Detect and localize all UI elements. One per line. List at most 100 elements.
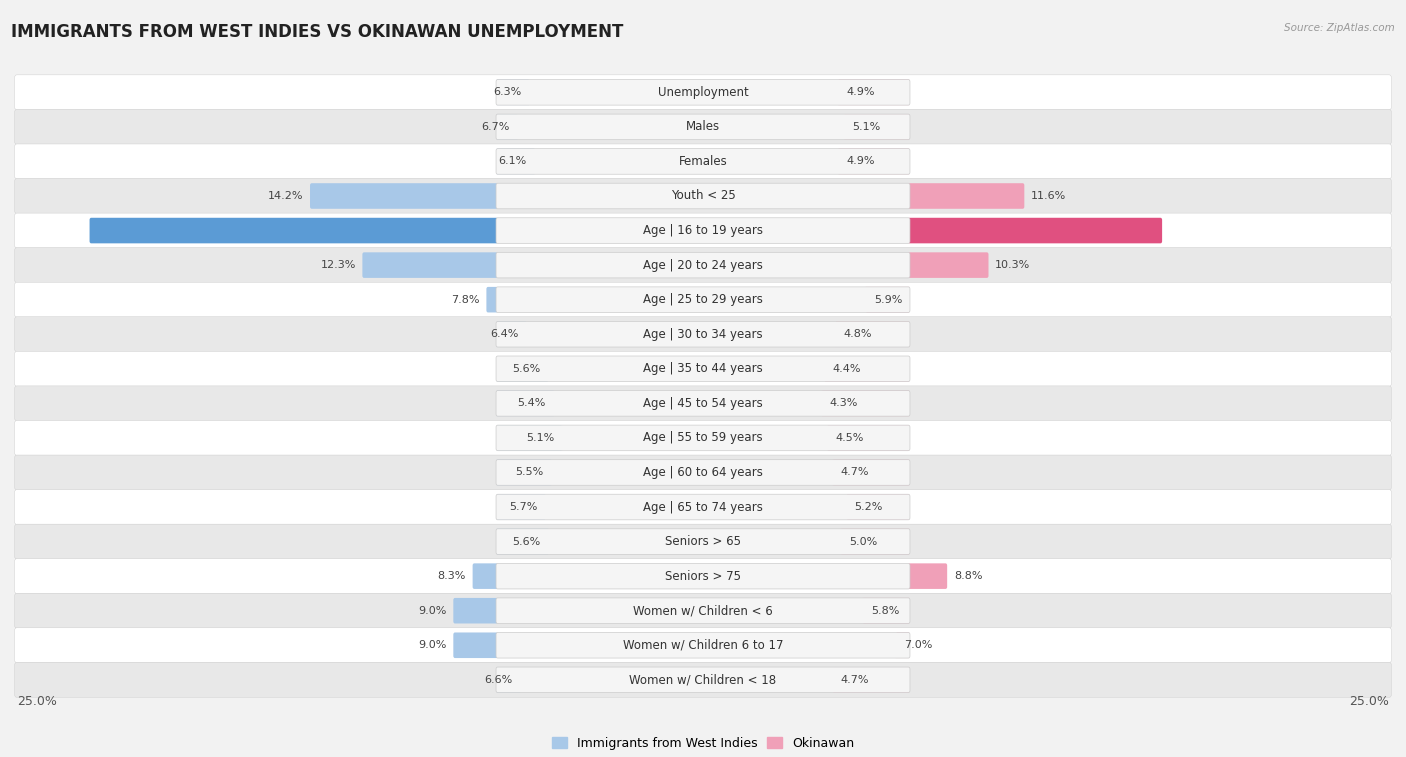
- FancyBboxPatch shape: [841, 529, 910, 554]
- Text: 5.0%: 5.0%: [849, 537, 877, 547]
- Text: Age | 16 to 19 years: Age | 16 to 19 years: [643, 224, 763, 237]
- Text: 7.8%: 7.8%: [451, 294, 479, 304]
- FancyBboxPatch shape: [496, 425, 910, 450]
- FancyBboxPatch shape: [14, 248, 1392, 282]
- Text: 4.7%: 4.7%: [841, 674, 869, 685]
- FancyBboxPatch shape: [908, 183, 1025, 209]
- FancyBboxPatch shape: [821, 391, 910, 416]
- Text: Women w/ Children < 18: Women w/ Children < 18: [630, 673, 776, 687]
- FancyBboxPatch shape: [496, 252, 910, 278]
- FancyBboxPatch shape: [14, 662, 1392, 697]
- FancyBboxPatch shape: [311, 183, 498, 209]
- Text: 14.2%: 14.2%: [269, 191, 304, 201]
- FancyBboxPatch shape: [496, 563, 910, 589]
- Text: 4.4%: 4.4%: [832, 364, 860, 374]
- Text: Age | 55 to 59 years: Age | 55 to 59 years: [643, 431, 763, 444]
- Text: 4.5%: 4.5%: [835, 433, 863, 443]
- Text: Source: ZipAtlas.com: Source: ZipAtlas.com: [1284, 23, 1395, 33]
- FancyBboxPatch shape: [14, 386, 1392, 421]
- FancyBboxPatch shape: [14, 316, 1392, 352]
- FancyBboxPatch shape: [866, 287, 910, 313]
- FancyBboxPatch shape: [496, 79, 530, 105]
- Text: 25.0%: 25.0%: [1350, 695, 1389, 708]
- Text: Youth < 25: Youth < 25: [671, 189, 735, 202]
- FancyBboxPatch shape: [827, 425, 910, 450]
- FancyBboxPatch shape: [496, 459, 551, 485]
- Text: IMMIGRANTS FROM WEST INDIES VS OKINAWAN UNEMPLOYMENT: IMMIGRANTS FROM WEST INDIES VS OKINAWAN …: [11, 23, 624, 41]
- FancyBboxPatch shape: [908, 218, 1163, 243]
- Text: 5.6%: 5.6%: [512, 537, 540, 547]
- FancyBboxPatch shape: [832, 459, 910, 485]
- FancyBboxPatch shape: [14, 179, 1392, 213]
- Text: Age | 25 to 29 years: Age | 25 to 29 years: [643, 293, 763, 306]
- FancyBboxPatch shape: [496, 356, 548, 382]
- FancyBboxPatch shape: [496, 148, 534, 174]
- Text: 16.6%: 16.6%: [1168, 226, 1208, 235]
- FancyBboxPatch shape: [14, 490, 1392, 525]
- FancyBboxPatch shape: [90, 218, 498, 243]
- FancyBboxPatch shape: [844, 114, 910, 139]
- FancyBboxPatch shape: [496, 459, 910, 485]
- FancyBboxPatch shape: [908, 252, 988, 278]
- FancyBboxPatch shape: [14, 213, 1392, 248]
- Text: Seniors > 65: Seniors > 65: [665, 535, 741, 548]
- Text: Age | 60 to 64 years: Age | 60 to 64 years: [643, 466, 763, 479]
- FancyBboxPatch shape: [14, 559, 1392, 593]
- Text: 7.0%: 7.0%: [904, 640, 932, 650]
- FancyBboxPatch shape: [496, 183, 910, 209]
- Text: Age | 20 to 24 years: Age | 20 to 24 years: [643, 259, 763, 272]
- Text: 11.6%: 11.6%: [1031, 191, 1066, 201]
- FancyBboxPatch shape: [363, 252, 498, 278]
- FancyBboxPatch shape: [496, 322, 910, 347]
- Text: 4.3%: 4.3%: [830, 398, 858, 408]
- Text: 4.9%: 4.9%: [846, 157, 875, 167]
- FancyBboxPatch shape: [14, 420, 1392, 456]
- FancyBboxPatch shape: [453, 633, 498, 658]
- FancyBboxPatch shape: [486, 287, 498, 313]
- FancyBboxPatch shape: [496, 391, 554, 416]
- Text: 6.6%: 6.6%: [485, 674, 513, 685]
- Text: 5.2%: 5.2%: [855, 502, 883, 512]
- FancyBboxPatch shape: [832, 667, 910, 693]
- Text: Women w/ Children < 6: Women w/ Children < 6: [633, 604, 773, 617]
- Text: 6.7%: 6.7%: [482, 122, 510, 132]
- Text: 6.3%: 6.3%: [494, 87, 522, 98]
- FancyBboxPatch shape: [838, 79, 910, 105]
- Text: Age | 45 to 54 years: Age | 45 to 54 years: [643, 397, 763, 410]
- FancyBboxPatch shape: [472, 563, 498, 589]
- FancyBboxPatch shape: [496, 667, 522, 693]
- FancyBboxPatch shape: [496, 287, 910, 313]
- FancyBboxPatch shape: [838, 148, 910, 174]
- Text: 5.4%: 5.4%: [517, 398, 546, 408]
- FancyBboxPatch shape: [863, 598, 910, 624]
- Text: 4.7%: 4.7%: [841, 468, 869, 478]
- FancyBboxPatch shape: [14, 75, 1392, 110]
- Text: 5.1%: 5.1%: [526, 433, 554, 443]
- FancyBboxPatch shape: [496, 148, 910, 174]
- Text: Females: Females: [679, 155, 727, 168]
- FancyBboxPatch shape: [496, 667, 910, 693]
- FancyBboxPatch shape: [496, 494, 546, 520]
- Text: 22.2%: 22.2%: [45, 226, 83, 235]
- Text: 12.3%: 12.3%: [321, 260, 356, 270]
- Text: 5.1%: 5.1%: [852, 122, 880, 132]
- Text: 5.5%: 5.5%: [515, 468, 543, 478]
- Text: 8.3%: 8.3%: [437, 571, 465, 581]
- FancyBboxPatch shape: [496, 79, 910, 105]
- Text: 10.3%: 10.3%: [995, 260, 1031, 270]
- Text: Age | 35 to 44 years: Age | 35 to 44 years: [643, 363, 763, 375]
- Text: 5.8%: 5.8%: [872, 606, 900, 615]
- Text: Seniors > 75: Seniors > 75: [665, 570, 741, 583]
- FancyBboxPatch shape: [14, 593, 1392, 628]
- FancyBboxPatch shape: [496, 356, 910, 382]
- Text: Age | 65 to 74 years: Age | 65 to 74 years: [643, 500, 763, 513]
- Text: 8.8%: 8.8%: [953, 571, 983, 581]
- FancyBboxPatch shape: [14, 455, 1392, 490]
- FancyBboxPatch shape: [14, 351, 1392, 386]
- FancyBboxPatch shape: [908, 563, 948, 589]
- FancyBboxPatch shape: [14, 524, 1392, 559]
- FancyBboxPatch shape: [14, 282, 1392, 317]
- FancyBboxPatch shape: [496, 598, 910, 624]
- FancyBboxPatch shape: [496, 633, 910, 658]
- FancyBboxPatch shape: [846, 494, 910, 520]
